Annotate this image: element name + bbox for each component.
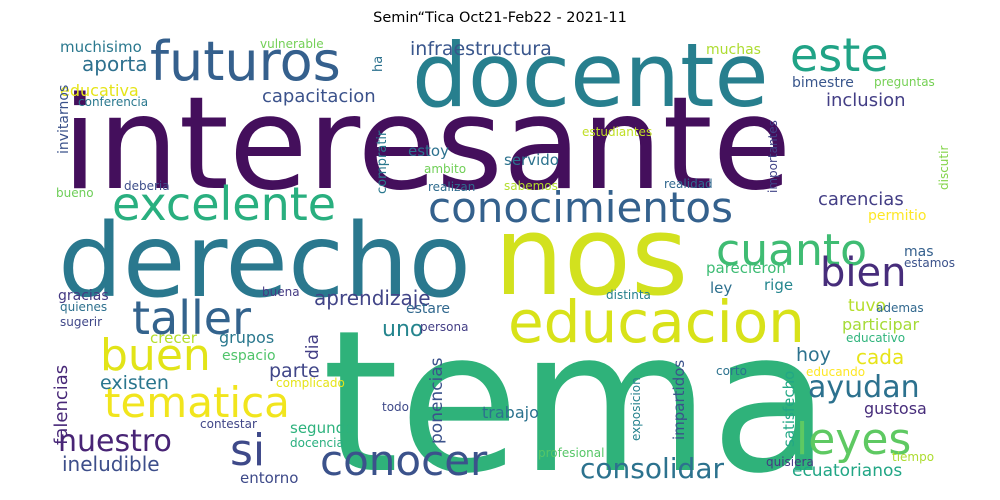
word-futuros: futuros bbox=[150, 30, 341, 93]
word-conferencia: conferencia bbox=[78, 95, 148, 109]
word-nuestro: nuestro bbox=[58, 424, 172, 459]
word-educacion: educacion bbox=[508, 288, 805, 356]
word-bimestre: bimestre bbox=[792, 75, 854, 91]
word-buena: buena bbox=[262, 285, 300, 299]
word-bueno: bueno bbox=[56, 186, 94, 200]
word-ayudan: ayudan bbox=[808, 370, 920, 405]
word-docente: docente bbox=[412, 24, 769, 127]
word-buen: buen bbox=[100, 330, 211, 381]
word-parecieron: parecieron bbox=[706, 259, 786, 277]
word-ha: ha bbox=[371, 56, 386, 72]
word-tematica: tematica bbox=[104, 378, 290, 427]
word-cuanto: cuanto bbox=[716, 225, 867, 276]
word-aporta: aporta bbox=[82, 52, 148, 76]
word-tuvo: tuvo bbox=[848, 296, 886, 316]
word-distinta: distinta bbox=[606, 288, 651, 302]
word-participar: participar bbox=[842, 315, 919, 334]
word-existen: existen bbox=[100, 372, 169, 394]
word-hoy: hoy bbox=[796, 344, 831, 366]
word-grupos: grupos bbox=[219, 328, 274, 347]
word-conocimientos: conocimientos bbox=[428, 183, 733, 232]
word-persona: persona bbox=[420, 320, 469, 334]
word-realidad: realidad bbox=[664, 177, 713, 191]
word-tiempo: tiempo bbox=[892, 450, 934, 464]
word-preguntas: preguntas bbox=[874, 75, 935, 89]
word-taller: taller bbox=[132, 291, 251, 345]
word-estare: estare bbox=[406, 301, 450, 317]
word-contestar: contestar bbox=[200, 417, 257, 431]
word-impartidos: impartidos bbox=[670, 360, 688, 440]
word-leyes: leyes bbox=[796, 414, 911, 465]
word-invitarnos: invitarnos bbox=[56, 85, 72, 154]
word-capacitacion: capacitacion bbox=[262, 86, 376, 107]
word-exposicion: exposicion bbox=[629, 377, 643, 441]
word-si: si bbox=[230, 425, 265, 476]
word-cada: cada bbox=[856, 345, 904, 369]
word-educativo: educativo bbox=[846, 331, 905, 345]
word-falencias: falencias bbox=[51, 365, 72, 445]
word-todo: todo bbox=[382, 400, 409, 414]
word-deberia: deberia bbox=[124, 179, 170, 193]
word-parte: parte bbox=[269, 360, 320, 382]
word-vulnerable: vulnerable bbox=[260, 37, 324, 51]
word-nos: nos bbox=[494, 192, 688, 320]
word-sugerir: sugerir bbox=[60, 315, 102, 329]
word-compratir: compratir bbox=[375, 130, 390, 194]
word-realizan: realizan bbox=[428, 180, 475, 194]
word-permitio: permitio bbox=[868, 208, 926, 224]
word-estamos: estamos bbox=[904, 256, 955, 270]
word-ademas: ademas bbox=[876, 301, 924, 315]
word-bien: bien bbox=[820, 250, 906, 296]
word-ley: ley bbox=[710, 279, 732, 297]
word-infraestructura: infraestructura bbox=[410, 38, 552, 60]
word-este: este bbox=[790, 28, 889, 82]
word-ponencias: ponencias bbox=[427, 357, 447, 444]
word-servido: servido bbox=[504, 151, 559, 169]
word-gracias: gracias bbox=[58, 288, 109, 304]
word-carencias: carencias bbox=[818, 189, 904, 210]
word-interesante: interesante bbox=[62, 70, 791, 219]
word-ambito: ambito bbox=[424, 162, 466, 176]
word-ecuatorianos: ecuatorianos bbox=[792, 461, 902, 481]
word-educativa: educativa bbox=[60, 81, 139, 100]
word-gustosa: gustosa bbox=[864, 399, 927, 418]
word-rige: rige bbox=[764, 276, 793, 294]
word-discutir: discutir bbox=[937, 146, 951, 190]
word-quisiera: quisiera bbox=[766, 455, 814, 469]
word-conocer: conocer bbox=[320, 436, 488, 485]
word-muchisimo: muchisimo bbox=[60, 38, 142, 56]
word-uno: uno bbox=[382, 317, 423, 342]
word-muchas: muchas bbox=[706, 42, 761, 58]
word-docencia: docencia bbox=[290, 436, 344, 450]
word-satisfecho: satisfecho bbox=[780, 371, 798, 447]
word-estoy: estoy bbox=[408, 142, 449, 160]
word-profesional: profesional bbox=[538, 446, 604, 460]
word-complicado: complicado bbox=[276, 376, 345, 390]
word-estudiantes: estudiantes bbox=[582, 125, 652, 139]
word-importantes: importantes bbox=[766, 120, 780, 193]
word-quienes: quienes bbox=[60, 300, 107, 314]
word-educando: educando bbox=[806, 365, 865, 379]
word-crecer: crecer bbox=[150, 329, 198, 347]
word-derecho: derecho bbox=[58, 202, 471, 321]
word-espacio: espacio bbox=[222, 348, 276, 364]
word-dia: dia bbox=[303, 334, 323, 360]
word-consolidar: consolidar bbox=[580, 452, 724, 485]
word-entorno: entorno bbox=[240, 469, 298, 487]
word-tema: tema bbox=[322, 289, 830, 500]
word-sabemos: sabemos bbox=[504, 179, 558, 193]
word-inclusion: inclusion bbox=[826, 90, 906, 111]
word-excelente: excelente bbox=[112, 177, 336, 231]
word-corto: corto bbox=[716, 364, 747, 378]
chart-title: Semin“Tica Oct21-Feb22 - 2021-11 bbox=[373, 10, 627, 26]
word-mas: mas bbox=[904, 244, 934, 260]
word-ineludible: ineludible bbox=[62, 452, 160, 476]
word-trabajo: trabajo bbox=[482, 403, 539, 422]
word-segundo: segundo bbox=[290, 419, 354, 437]
word-aprendizaje: aprendizaje bbox=[314, 286, 431, 310]
